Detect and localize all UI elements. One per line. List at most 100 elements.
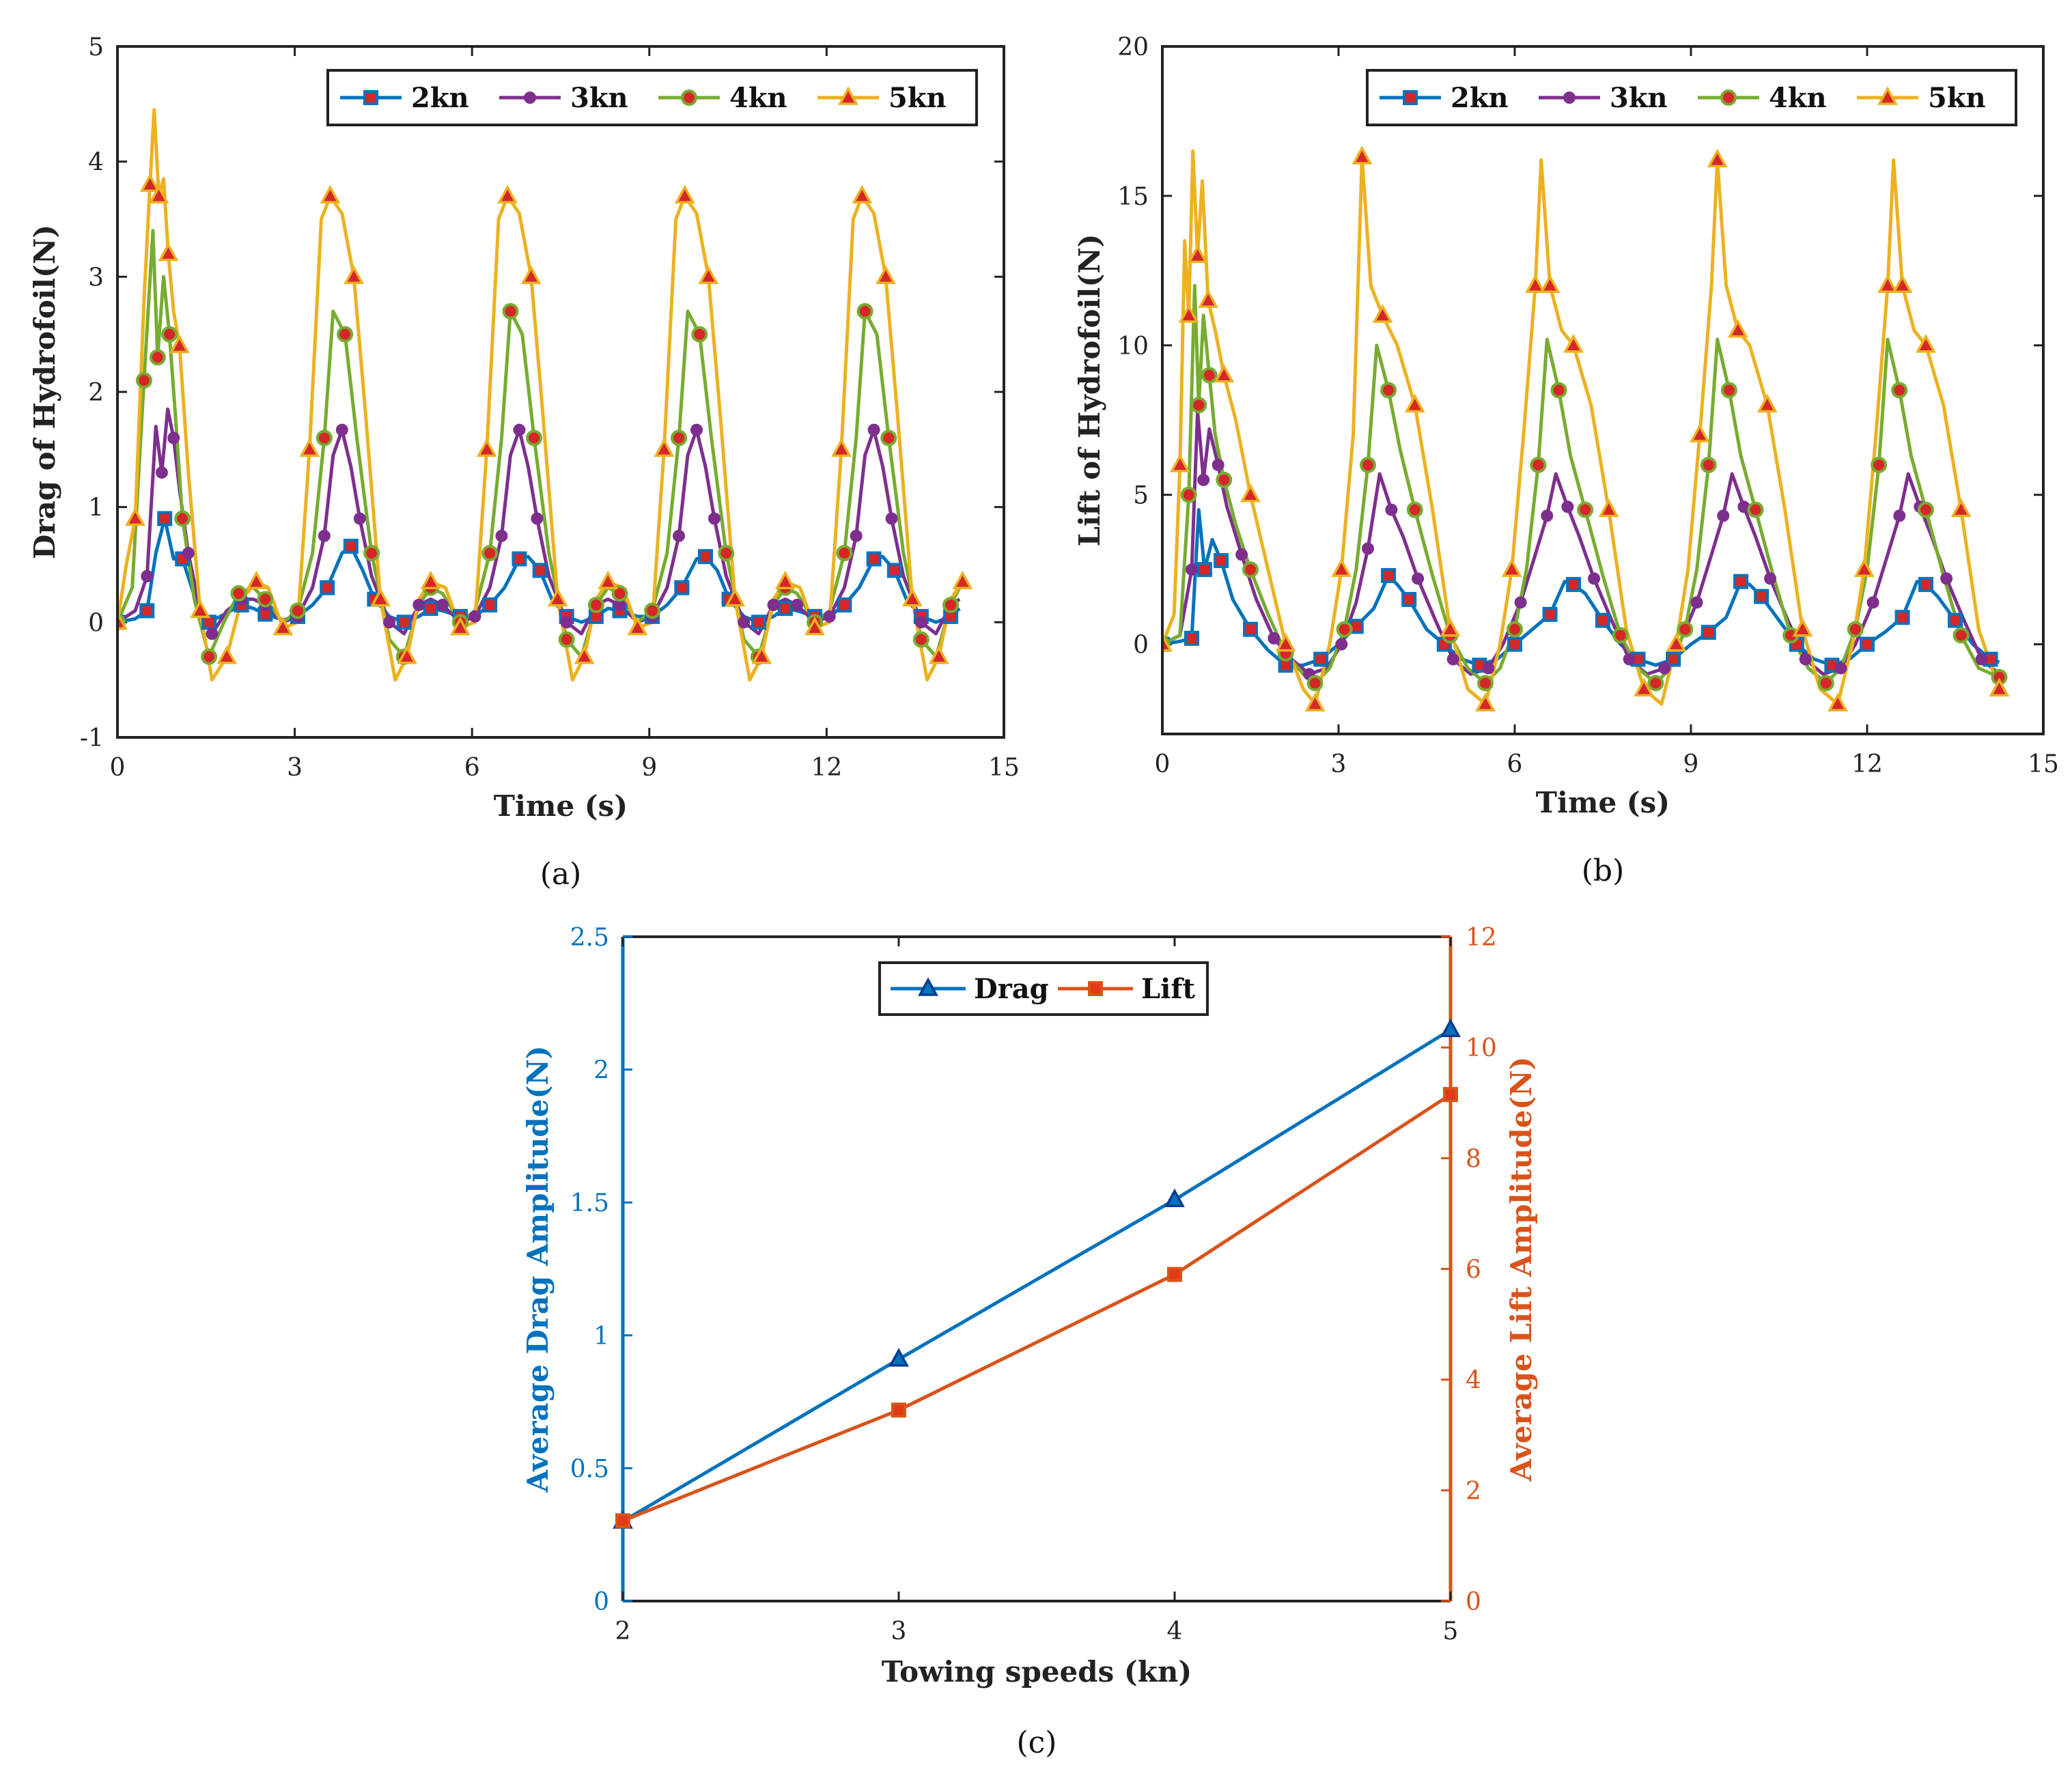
data-point-3kn (1541, 509, 1554, 522)
x-tick-label: 6 (464, 754, 480, 782)
data-point-5kn (1563, 334, 1584, 353)
data-point-Lift (891, 1402, 906, 1418)
data-point-2kn (1948, 612, 1963, 628)
data-point-3kn (1975, 653, 1988, 666)
data-point-5kn (139, 173, 160, 193)
data-point-4kn (1507, 621, 1523, 638)
data-point-4kn (149, 349, 166, 366)
data-point-3kn (155, 466, 168, 479)
data-point-3kn (318, 529, 331, 542)
y-tick-label: 3 (88, 264, 104, 292)
y-right-tick-label: 2 (1466, 1477, 1481, 1505)
data-point-Lift (1167, 1267, 1182, 1282)
data-point-3kn (867, 423, 880, 436)
data-point-5kn (520, 265, 542, 285)
data-point-4kn (337, 326, 354, 343)
data-point-5kn (1501, 558, 1522, 577)
y-left-tick-label: 2.5 (570, 924, 609, 952)
legend-label-5kn: 5kn (1928, 82, 1986, 114)
data-point-2kn (837, 597, 852, 613)
legend-label-3kn: 3kn (1610, 82, 1668, 114)
data-point-4kn (502, 302, 519, 320)
data-point-5kn (627, 617, 648, 636)
data-point-5kn (1950, 498, 1972, 518)
y-right-tick-label: 8 (1466, 1145, 1481, 1173)
data-point-3kn (1197, 473, 1210, 486)
data-point-5kn (497, 184, 518, 204)
data-point-5kn (725, 587, 746, 607)
x-tick-label: 9 (1683, 750, 1699, 778)
data-point-5kn (272, 617, 294, 636)
data-point-3kn (1235, 548, 1248, 561)
data-point-5kn (1275, 632, 1296, 652)
data-point-5kn (397, 645, 417, 664)
legend-label-5kn: 5kn (888, 82, 947, 114)
data-point-3kn (690, 423, 703, 436)
legend: 2kn 3kn 4kn 5kn (1366, 69, 2017, 126)
data-point-4kn (1952, 627, 1970, 644)
data-point-5kn (1162, 632, 1173, 652)
data-point-4kn (1700, 456, 1717, 473)
x-tick-label: 9 (641, 754, 657, 782)
data-point-5kn (125, 507, 145, 526)
data-point-5kn (804, 617, 826, 636)
data-point-3kn (823, 610, 836, 623)
data-point-5kn (1598, 498, 1619, 518)
data-point-2kn (866, 551, 882, 567)
y-tick-label: 5 (1133, 482, 1149, 510)
y-tick-label: 10 (1117, 333, 1149, 360)
data-point-3kn (673, 529, 686, 542)
data-point-4kn (1306, 675, 1324, 692)
data-point-5kn (1634, 677, 1655, 697)
legend-marker-3kn (524, 91, 536, 104)
data-point-3kn (1834, 662, 1847, 675)
x-tick-label: 3 (891, 1617, 907, 1645)
legend: 2kn 3kn 4kn 5kn (326, 69, 978, 126)
data-point-4kn (135, 372, 152, 389)
data-point-2kn (1700, 625, 1716, 640)
data-point-5kn (1304, 692, 1326, 711)
data-point-3kn (1658, 662, 1671, 675)
chart-panel-b: 0 3 6 9 12 15 0 5 10 15 20 Time (s) Lift of Hydrofoi… (1073, 33, 2059, 888)
data-point-3kn (1186, 563, 1198, 576)
data-point-5kn (1169, 453, 1190, 472)
data-point-5kn (1727, 319, 1748, 338)
data-point-5kn (320, 184, 341, 204)
x-axis-title: Towing speeds (kn) (882, 1655, 1192, 1688)
data-point-4kn (691, 326, 708, 343)
legend-marker-3kn (1563, 91, 1576, 104)
y-left-tick-label: 0.5 (570, 1455, 609, 1483)
data-point-5kn (751, 645, 772, 664)
data-point-5kn (148, 184, 169, 204)
legend-label-Lift: Lift (1141, 973, 1196, 1005)
data-point-2kn (777, 601, 793, 617)
data-point-4kn (1201, 367, 1218, 384)
data-point-4kn (1180, 486, 1197, 503)
data-point-5kn (190, 599, 211, 619)
data-point-2kn (1894, 610, 1910, 625)
x-tick-label: 6 (1507, 750, 1523, 778)
data-point-4kn (587, 597, 604, 614)
data-point-3kn (1690, 596, 1703, 609)
data-point-3kn (167, 432, 180, 444)
data-point-3kn (436, 599, 449, 612)
data-point-4kn (481, 545, 499, 562)
data-point-Drag (1440, 1018, 1461, 1037)
data-point-2kn (674, 580, 690, 595)
data-point-5kn (1404, 393, 1425, 413)
data-point-4kn (230, 585, 247, 602)
data-point-3kn (1893, 509, 1906, 522)
y-left-tick-label: 0 (593, 1588, 609, 1616)
data-point-3kn (495, 529, 508, 542)
y-axis-title: Drag of Hydrofoil(N) (28, 225, 61, 559)
data-point-3kn (914, 616, 927, 629)
data-point-3kn (182, 547, 195, 560)
data-point-3kn (1799, 653, 1812, 666)
data-point-2kn (1566, 577, 1581, 593)
y-right-tick-label: 12 (1466, 924, 1497, 952)
data-point-5kn (654, 438, 675, 457)
legend-marker-5kn (1877, 86, 1898, 105)
data-point-4kn (1242, 561, 1259, 578)
data-point-5kn (117, 610, 128, 630)
